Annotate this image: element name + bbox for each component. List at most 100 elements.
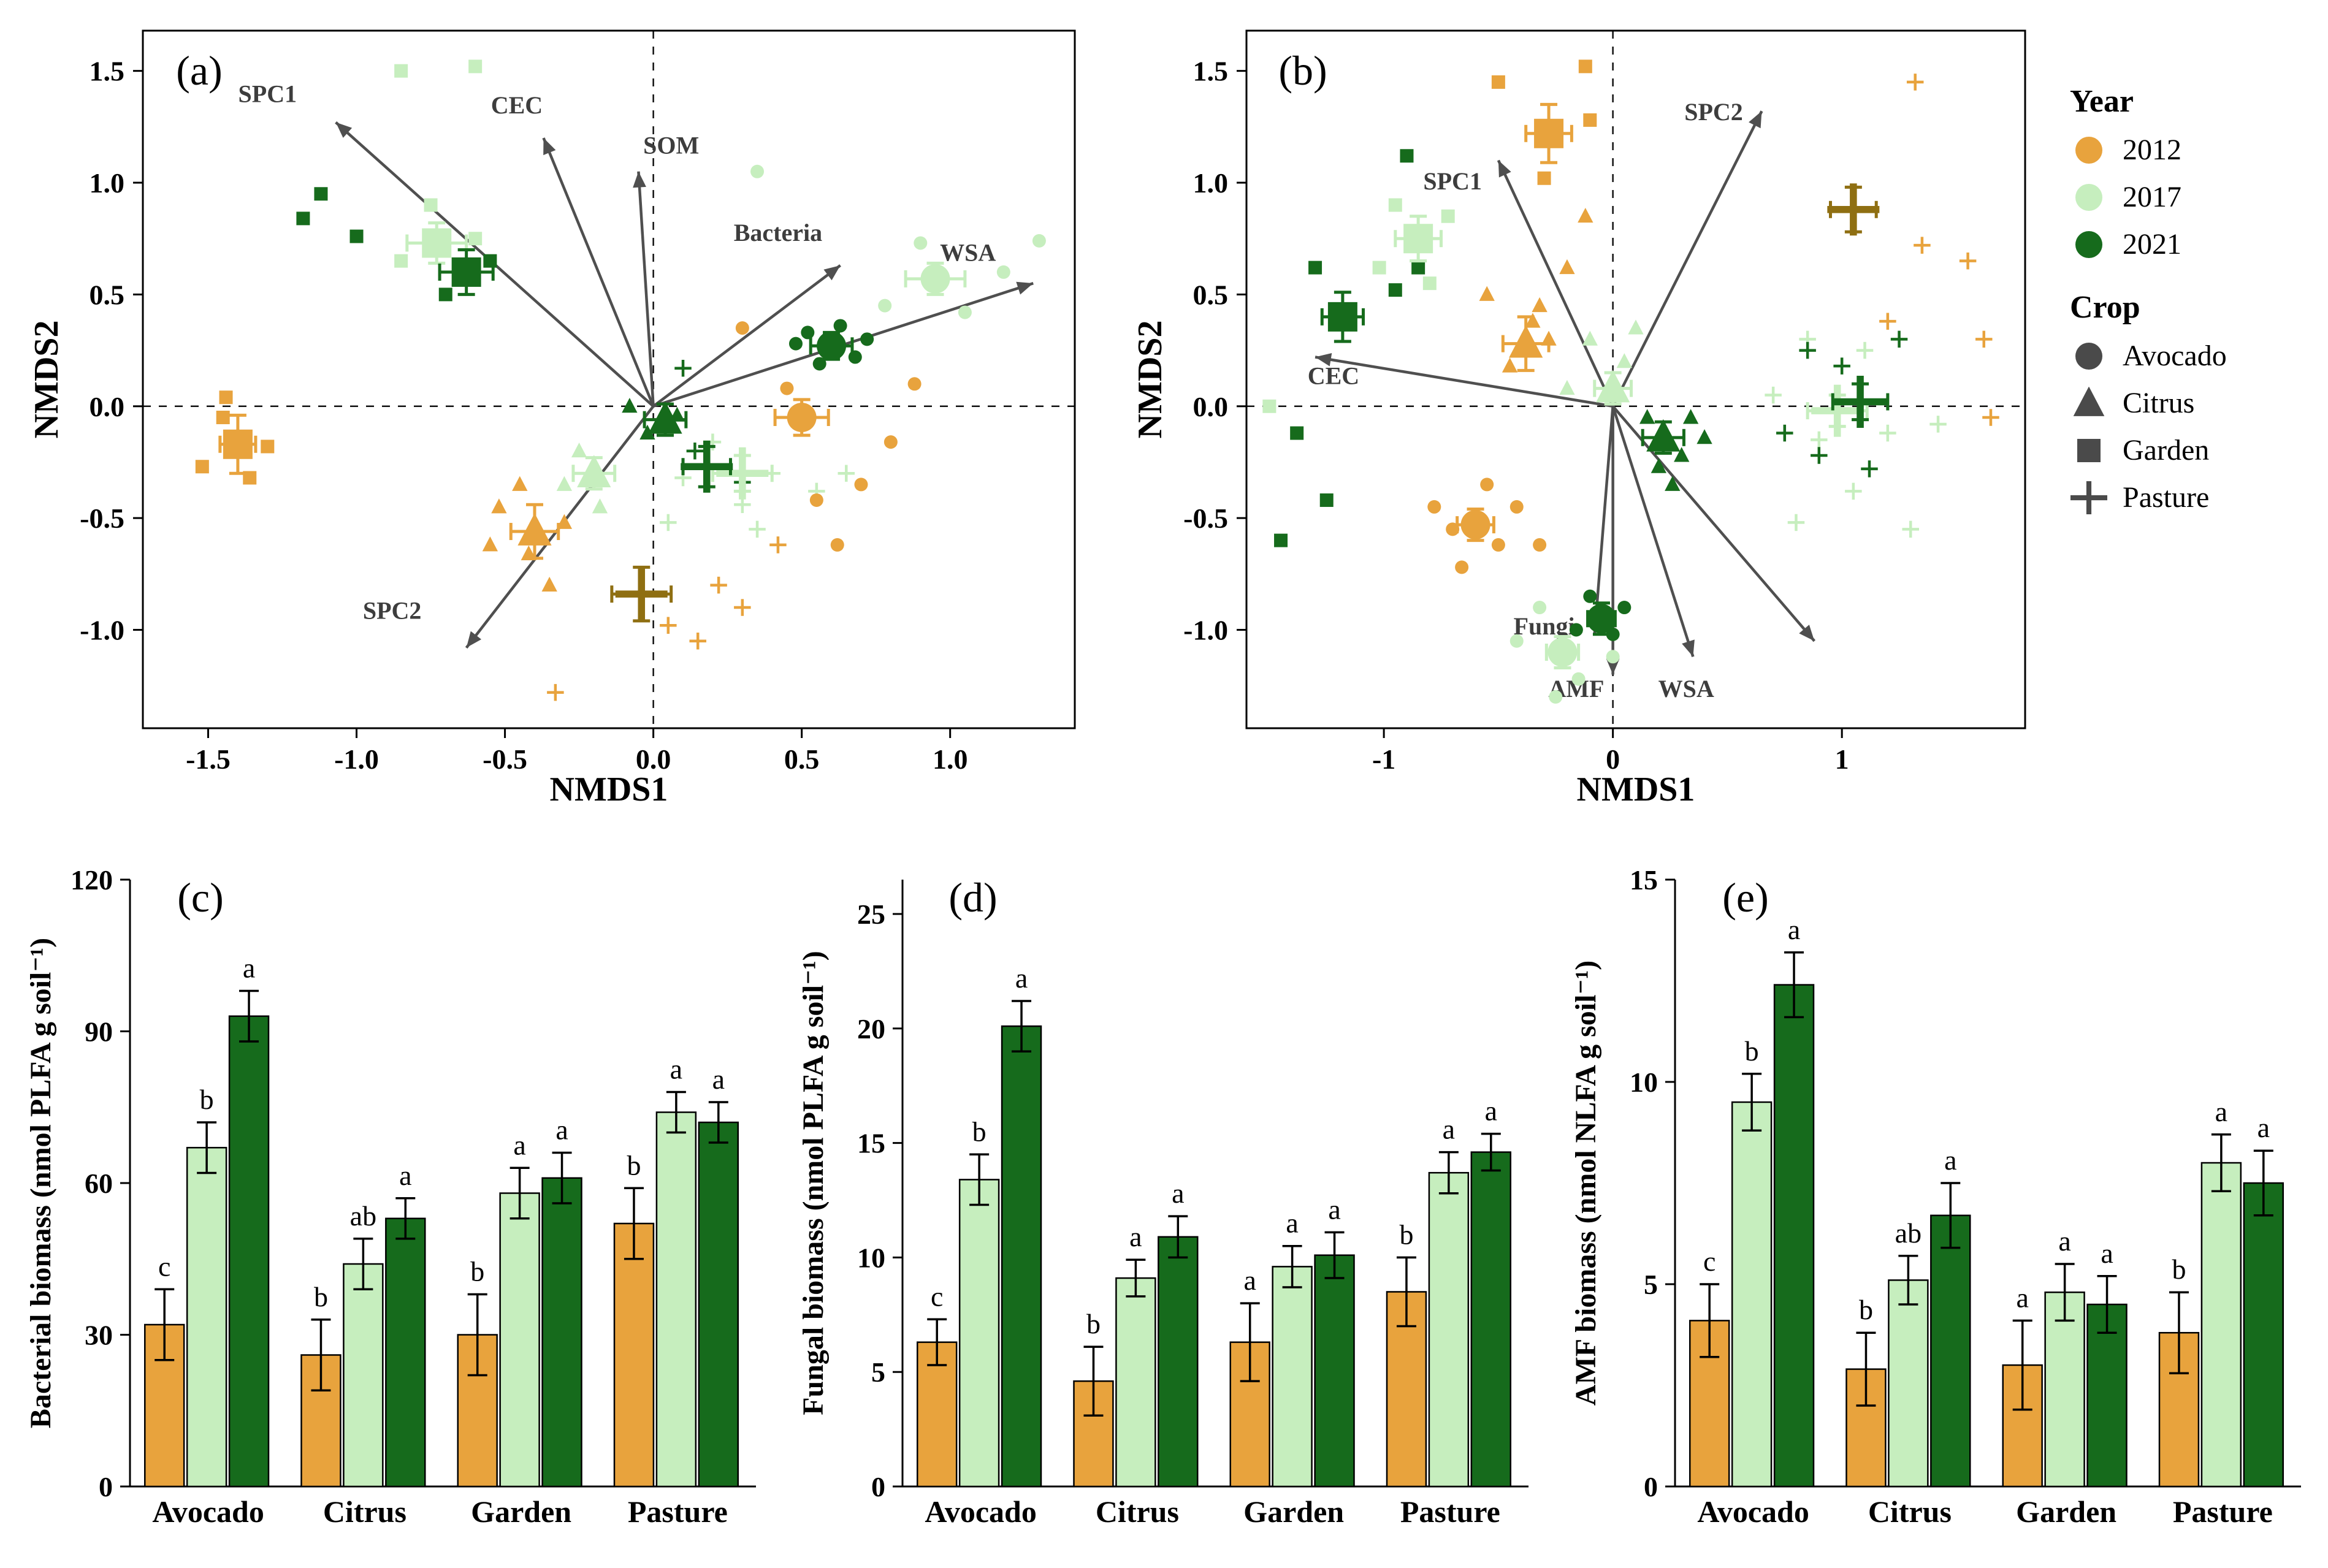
point-citrus-2012 [1532, 297, 1548, 313]
y-tick-label: 0 [1644, 1471, 1658, 1502]
circle-shape [860, 332, 874, 346]
point-pasture-2017 [838, 465, 855, 482]
sig-letter: a [2016, 1282, 2028, 1313]
vector-arrow [633, 171, 655, 406]
y-tick-label: 120 [71, 864, 113, 896]
polygon-shape [1498, 160, 1511, 178]
point-pasture-2017 [1856, 341, 1874, 359]
y-tick-label: 0 [99, 1471, 113, 1502]
polygon-shape [512, 476, 528, 491]
point-pasture-2017 [1787, 514, 1805, 531]
triangle-glyph [2073, 386, 2105, 416]
point-citrus-2021 [1651, 458, 1667, 473]
error-bar [1438, 1151, 1459, 1195]
bar-row: 0 30 60 90 120 c b b b b ab a a a a a a Avocado Citrus Gard… [0, 824, 2328, 1563]
polygon-shape [1651, 458, 1667, 473]
centroid-marker [1811, 384, 1864, 437]
polygon-shape [1596, 370, 1630, 403]
error-bar [1481, 1132, 1501, 1172]
error-bar [1282, 1244, 1302, 1288]
centroid-pasture-2021 [681, 440, 733, 493]
rect-shape [1534, 118, 1564, 148]
point-avocado-2012 [735, 321, 749, 335]
y-tick-label: -0.5 [1183, 503, 1228, 534]
legend-crop-row: Avocado [2070, 339, 2227, 373]
rect-shape [261, 440, 275, 454]
point-pasture-2021 [1799, 341, 1816, 359]
point-citrus-2012 [521, 545, 536, 560]
point-pasture-2012 [1879, 313, 1896, 330]
polygon-shape [482, 536, 498, 552]
bar-citrus-2017 [1888, 1279, 1929, 1488]
panel-a-nmds: -1.5 -1.0 -0.5 0.0 0.5 1.0 -1.0 -0.5 0.0 0.5 1.0 1.… [23, 5, 1102, 829]
rect-shape [1441, 209, 1455, 223]
vector-label: CEC [491, 91, 543, 119]
point-avocado-2021 [860, 332, 874, 346]
bar-pasture-2017 [1428, 1171, 1470, 1488]
point-garden-2021 [1274, 533, 1288, 547]
sig-letter: b [627, 1149, 641, 1181]
point-pasture-2012 [689, 633, 706, 650]
panel-e-amf-biomass: 0 5 10 15 c b a b b ab a a a a a a Avocado Citrus Garden Pa… [1563, 824, 2315, 1563]
point-garden-2021 [1308, 261, 1322, 275]
point-citrus-2017 [556, 476, 573, 491]
y-tick-label: 20 [857, 1013, 885, 1045]
point-garden-2021 [1290, 426, 1304, 440]
centroid-pasture-2017 [711, 447, 774, 500]
centroid-avocado-2017 [904, 261, 967, 296]
y-tick-label: 10 [1630, 1067, 1658, 1098]
year-swatch-2 [2070, 228, 2108, 261]
vector-arrow [1497, 159, 1614, 407]
rect-shape [1578, 59, 1592, 74]
point-citrus-2017 [1628, 319, 1644, 335]
rect-shape [1319, 493, 1334, 507]
sig-letter: a [670, 1054, 682, 1085]
centroid-marker [615, 568, 668, 620]
crop-label-avocado: Avocado [2123, 340, 2227, 372]
circle-shape [1583, 589, 1597, 603]
y-tick-label: 1.0 [90, 167, 125, 199]
y-tick-label: 60 [85, 1168, 113, 1199]
point-citrus-2012 [1525, 313, 1541, 328]
centroid-marker [787, 403, 817, 433]
x-category-label: Pasture [628, 1494, 728, 1529]
polygon-shape [1606, 658, 1620, 675]
circle-shape [830, 538, 844, 552]
error-bar [239, 989, 259, 1043]
polygon-shape [335, 122, 353, 138]
plus-glyph [2070, 481, 2107, 514]
crop-swatch-1 [2070, 386, 2108, 420]
point-pasture-2021 [1861, 460, 1878, 478]
point-avocado-2021 [788, 337, 803, 351]
rect-shape [314, 187, 328, 201]
error-bar [197, 1121, 217, 1174]
circle-shape [1571, 672, 1586, 686]
circle-shape [1032, 234, 1046, 248]
sig-letter: ab [350, 1200, 376, 1231]
centroid-garden-2012 [218, 413, 258, 475]
point-pasture-2021 [686, 442, 704, 460]
x-category-label: Avocado [1697, 1494, 1809, 1529]
sig-letter: a [1243, 1265, 1256, 1296]
point-pasture-2021 [1890, 330, 1908, 348]
centroid-citrus-2021 [643, 401, 688, 437]
polygon-shape [1646, 419, 1681, 452]
point-avocado-2021 [801, 325, 815, 340]
circle-shape [788, 337, 803, 351]
legend-crop-row: Garden [2070, 433, 2227, 467]
centroid-marker [577, 455, 611, 487]
polygon-shape [1525, 313, 1541, 328]
y-tick-label: 1.5 [90, 56, 125, 87]
point-citrus-2021 [1665, 476, 1681, 491]
vector-arrow [1611, 405, 1816, 642]
rect-shape [451, 257, 481, 287]
point-avocado-2012 [1491, 538, 1505, 552]
bar-avocado-2021 [1001, 1025, 1042, 1488]
y-tick-label: 10 [857, 1242, 885, 1273]
x-category-label: Citrus [1868, 1494, 1952, 1529]
point-citrus-2012 [512, 476, 528, 491]
point-avocado-2017 [1032, 234, 1046, 248]
circle-shape [1491, 538, 1505, 552]
point-garden-2012 [1578, 59, 1592, 74]
rect-shape [1290, 426, 1304, 440]
